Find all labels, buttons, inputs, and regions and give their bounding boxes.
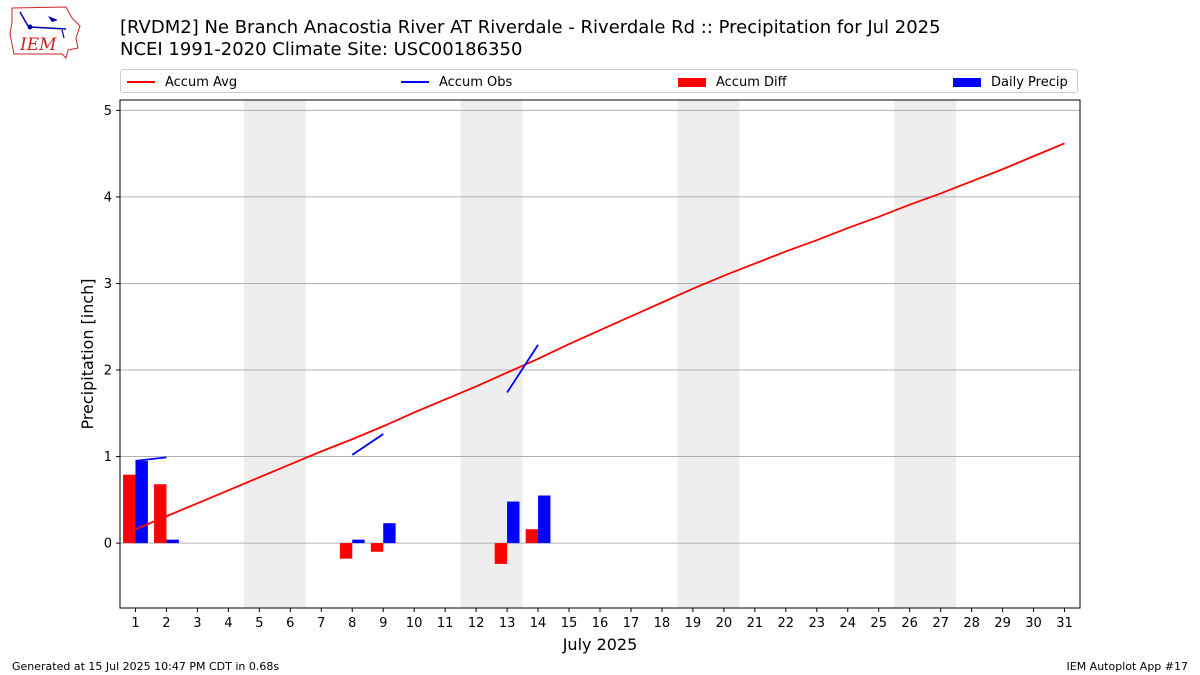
weekend-shade-0 [243,100,306,608]
legend-item-accum-avg: Accum Avg [127,70,237,94]
x-tick-label-1: 1 [131,616,139,631]
app-footer: IEM Autoplot App #17 [1066,660,1189,673]
x-tick-label-29: 29 [994,616,1011,631]
accum-diff-bar-day-13 [494,543,508,564]
x-tick-label-14: 14 [530,616,547,631]
x-tick-label-4: 4 [224,616,232,631]
legend-swatch-accum-avg [127,81,155,83]
x-tick-label-19: 19 [685,616,702,631]
accum-diff-bar-day-2 [154,484,167,544]
daily-precip-bar-day-2 [166,539,179,544]
x-tick-label-27: 27 [932,616,949,631]
legend-label-accum-obs: Accum Obs [439,74,513,90]
accum-diff-bar-day-14 [525,529,539,544]
plot-frame [119,99,1081,609]
x-tick-label-16: 16 [592,616,609,631]
x-tick-label-25: 25 [870,616,887,631]
weekend-shade-3 [894,100,957,608]
x-tick-label-9: 9 [379,616,387,631]
legend-label-accum-diff: Accum Diff [716,74,787,90]
x-tick-label-8: 8 [348,616,356,631]
legend-label-daily-precip: Daily Precip [991,74,1068,90]
y-tick-label-3: 3 [104,277,112,292]
x-tick-label-7: 7 [317,616,325,631]
iem-logo: IEM [9,6,81,59]
x-tick-label-5: 5 [255,616,263,631]
x-tick-label-18: 18 [654,616,671,631]
y-tick-label-2: 2 [104,364,112,379]
x-tick-label-17: 17 [623,616,640,631]
accum-obs-segment-0 [135,456,167,462]
y-axis-label: Precipitation [inch] [78,278,97,429]
x-tick-label-24: 24 [839,616,856,631]
chart-subtitle: NCEI 1991-2020 Climate Site: USC00186350 [120,39,523,60]
legend: Accum Avg Accum Obs Accum Diff Daily Pre… [120,69,1078,93]
x-tick-label-10: 10 [406,616,423,631]
legend-item-accum-diff: Accum Diff [678,70,787,94]
y-tick-label-5: 5 [104,104,112,119]
legend-swatch-accum-obs [401,81,429,83]
accum-avg-line [135,142,1065,531]
legend-item-daily-precip: Daily Precip [953,70,1068,94]
daily-precip-bar-day-8 [352,539,365,544]
daily-precip-bar-day-1 [135,460,148,544]
chart-title: [RVDM2] Ne Branch Anacostia River AT Riv… [120,17,941,38]
y-tick-label-1: 1 [104,450,112,465]
legend-item-accum-obs: Accum Obs [401,70,512,94]
legend-swatch-accum-diff [678,77,706,87]
svg-text:IEM: IEM [19,35,57,55]
x-tick-label-13: 13 [499,616,516,631]
accum-obs-segment-2 [506,344,539,394]
legend-swatch-daily-precip [953,77,981,87]
y-tick-label-0: 0 [104,537,112,552]
x-tick-label-28: 28 [963,616,980,631]
accum-diff-bar-day-8 [339,543,353,559]
daily-precip-bar-day-13 [507,501,520,544]
accum-diff-bar-day-9 [370,543,384,552]
x-tick-label-30: 30 [1025,616,1042,631]
x-tick-label-21: 21 [747,616,764,631]
x-tick-label-15: 15 [561,616,578,631]
x-tick-label-2: 2 [162,616,170,631]
weekend-shade-2 [677,100,740,608]
y-tick-label-4: 4 [104,190,112,205]
daily-precip-bar-day-14 [538,495,551,544]
x-tick-label-31: 31 [1056,616,1073,631]
accum-diff-bar-day-1 [123,474,136,544]
accum-obs-segment-1 [351,433,384,456]
daily-precip-bar-day-9 [383,523,396,544]
x-tick-label-22: 22 [778,616,795,631]
x-tick-label-20: 20 [716,616,733,631]
x-tick-label-12: 12 [468,616,485,631]
x-tick-label-3: 3 [193,616,201,631]
x-tick-label-6: 6 [286,616,294,631]
x-tick-label-11: 11 [437,616,454,631]
x-tick-label-26: 26 [901,616,918,631]
generated-footer: Generated at 15 Jul 2025 10:47 PM CDT in… [12,660,280,673]
x-tick-label-23: 23 [809,616,826,631]
x-axis-label: July 2025 [562,635,638,654]
legend-label-accum-avg: Accum Avg [165,74,238,90]
